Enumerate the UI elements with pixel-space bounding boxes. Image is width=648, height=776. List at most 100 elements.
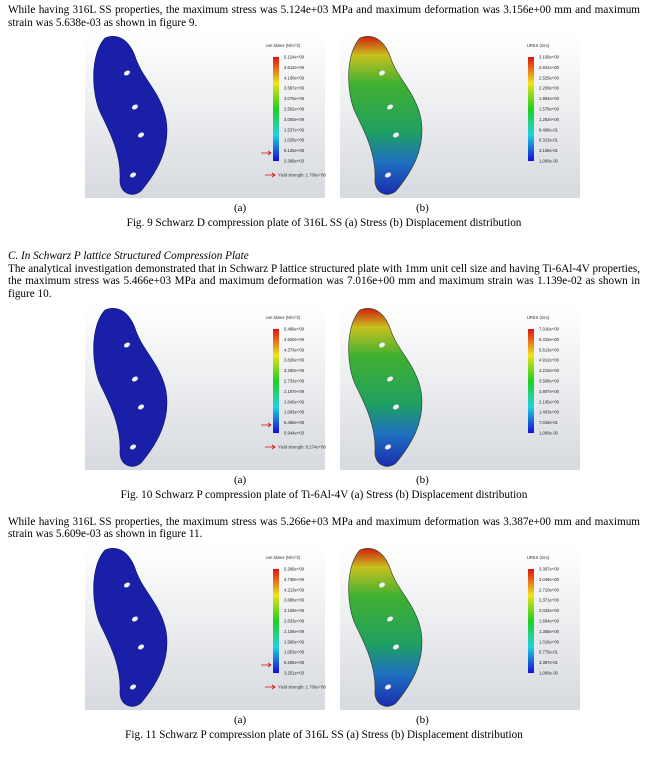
- subfigure-labels: (a) (b): [8, 713, 640, 727]
- displacement-image: URES (mm) 3.387e+00 3.049e+00 2.710e+00 2.37…: [340, 544, 580, 710]
- yield-arrow: [261, 662, 272, 668]
- legend-label: 5.613e+00: [539, 347, 560, 352]
- legend-label: 2.562e+09: [284, 107, 305, 112]
- hole: [124, 342, 130, 348]
- legend-label: 3.280e+09: [284, 368, 305, 373]
- plate: [93, 547, 168, 707]
- legend-label: 3.686e+09: [284, 597, 305, 602]
- legend-label: 1.262e+00: [539, 117, 560, 122]
- legend-label: 6.315e+00: [539, 336, 560, 341]
- paragraph: The analytical investigation demonstrate…: [8, 262, 640, 300]
- subfigure-label: (b): [416, 713, 429, 726]
- stress-image: von Mises (N/m^2) 5.124e+09 4.612e+09 4.100…: [85, 33, 326, 199]
- legend-label: 5.466e+08: [284, 420, 305, 425]
- yield-strength: Yield strength: 1.700e+08: [278, 173, 326, 178]
- legend-title: von Mises (N/m^2): [266, 555, 301, 560]
- section-heading: C. In Schwarz P lattice Structured Compr…: [8, 250, 249, 263]
- yield-arrow: [261, 150, 272, 156]
- figure: von Mises (N/m^2) 5.466e+09 4.920e+09 4.373…: [8, 304, 640, 502]
- hole: [393, 132, 399, 138]
- legend-label: 4.100e+09: [284, 75, 305, 80]
- hole: [393, 644, 399, 650]
- hole: [130, 444, 136, 450]
- figure-caption: Fig. 11 Schwarz P compression plate of 3…: [125, 728, 523, 741]
- legend-label: 1.894e+00: [539, 96, 560, 101]
- legend-label: 5.266e+09: [284, 566, 305, 571]
- legend-label: 1.403e+00: [539, 409, 560, 414]
- hole: [379, 582, 385, 588]
- yield-arrow: [265, 684, 276, 690]
- legend-label: 1.694e+00: [539, 618, 560, 623]
- legend-label: 3.156e+00: [539, 55, 560, 60]
- hole: [385, 444, 391, 450]
- legend-label: 3.251e+03: [284, 670, 305, 675]
- legend-label: 4.912e+00: [539, 357, 560, 362]
- legend-label: 4.210e+00: [539, 368, 560, 373]
- yield-arrow: [261, 422, 272, 427]
- hole: [387, 376, 393, 382]
- paragraph: While having 316L SS properties, the max…: [8, 4, 640, 29]
- legend-label: 5.266e+08: [284, 660, 305, 665]
- hole: [132, 104, 138, 110]
- hole: [130, 684, 136, 690]
- legend-label: 1.093e+09: [284, 409, 305, 414]
- colorbar: [273, 328, 279, 433]
- subfigure-label: (b): [416, 202, 429, 215]
- colorbar: [528, 57, 534, 162]
- legend-label: 2.050e+09: [284, 117, 305, 122]
- legend-label: 6.775e-01: [539, 649, 559, 654]
- legend-label: 3.587e+09: [284, 86, 305, 91]
- hole: [130, 172, 136, 178]
- legend-label: 4.739e+09: [284, 577, 305, 582]
- yield-strength: Yield strength: 1.700e+08: [278, 684, 326, 689]
- colorbar: [528, 568, 534, 673]
- legend-label: 1.053e+09: [284, 649, 305, 654]
- subfigure-labels: (a) (b): [8, 473, 640, 487]
- legend-label: 3.508e+00: [539, 378, 560, 383]
- legend-label: 1.640e+09: [284, 399, 305, 404]
- hole: [132, 616, 138, 622]
- stress-image: von Mises (N/m^2) 5.266e+09 4.739e+09 4.213…: [85, 544, 326, 710]
- legend-label: 1.537e+09: [284, 127, 305, 132]
- hole: [138, 644, 144, 650]
- legend-label: 1.578e+00: [539, 107, 560, 112]
- legend-label: 7.016e+00: [539, 326, 560, 331]
- legend-label: 2.807e+00: [539, 388, 560, 393]
- legend-label: 2.368e+03: [284, 159, 305, 164]
- legend-label: 5.944e+03: [284, 430, 305, 435]
- legend-title: URES (mm): [527, 315, 550, 320]
- plate: [93, 307, 168, 467]
- legend-label: 3.387e+00: [539, 566, 560, 571]
- stress-image: von Mises (N/m^2) 5.466e+09 4.920e+09 4.373…: [85, 304, 326, 470]
- legend-label: 5.124e+09: [284, 55, 305, 60]
- yield-strength: Yield strength: 8.274e+08: [278, 444, 326, 449]
- displacement-image: URES (mm) 3.156e+00 2.841e+00 2.525e+00 2.20…: [340, 33, 580, 199]
- yield-arrow: [265, 172, 276, 178]
- legend-label: 4.920e+09: [284, 336, 305, 341]
- plate: [348, 36, 423, 195]
- subfigure-label: (b): [416, 473, 429, 486]
- legend-label: 3.075e+09: [284, 96, 305, 101]
- yield-arrow: [265, 444, 276, 449]
- legend-label: 9.468e-01: [539, 127, 559, 132]
- legend-label: 2.733e+09: [284, 378, 305, 383]
- legend-label: 3.156e-01: [539, 148, 559, 153]
- legend-label: 2.032e+00: [539, 608, 560, 613]
- hole: [385, 684, 391, 690]
- legend-label: 3.159e+09: [284, 608, 305, 613]
- plate: [348, 307, 423, 467]
- legend-label: 2.187e+09: [284, 388, 305, 393]
- legend-label: 3.049e+00: [539, 577, 560, 582]
- figure: von Mises (N/m^2) 5.266e+09 4.739e+09 4.213…: [8, 544, 640, 742]
- legend-label: 4.612e+09: [284, 65, 305, 70]
- legend-label: 2.106e+09: [284, 629, 305, 634]
- legend-label: 6.313e-01: [539, 138, 559, 143]
- hole: [387, 104, 393, 110]
- plate: [348, 547, 423, 707]
- legend-label: 2.841e+00: [539, 65, 560, 70]
- legend-label: 1.355e+00: [539, 629, 560, 634]
- hole: [124, 582, 130, 588]
- legend-label: 4.213e+09: [284, 587, 305, 592]
- subfigure-labels: (a) (b): [8, 201, 640, 215]
- hole: [393, 404, 399, 410]
